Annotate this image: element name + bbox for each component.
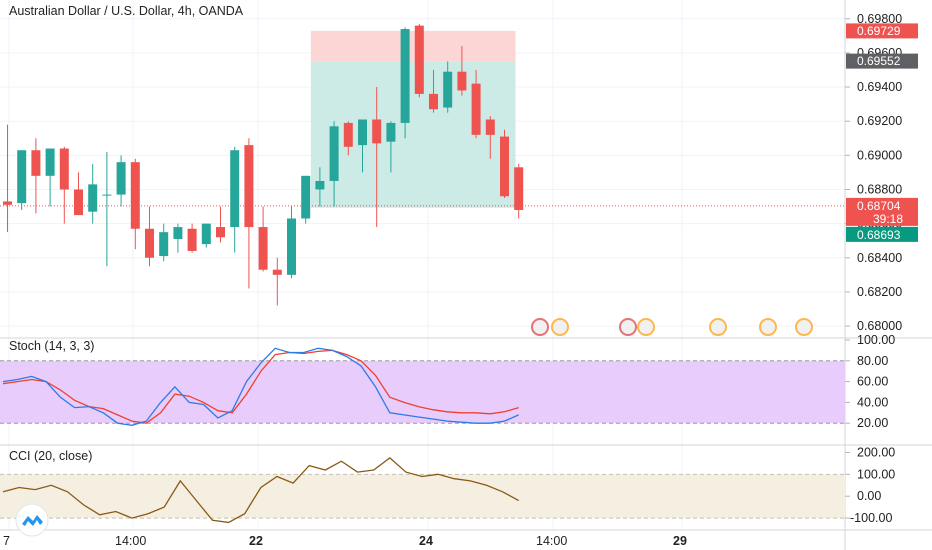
candle [386,121,396,173]
event-flag-icon[interactable] [759,318,777,336]
price-tick-label: 0.68200 [857,285,902,299]
svg-text:39:18: 39:18 [873,212,903,226]
svg-text:0.69729: 0.69729 [857,24,901,38]
candle [287,206,296,279]
candle [102,151,112,267]
candle [88,163,98,224]
target-price-tag: 0.68693 [846,226,918,242]
price-tick-label: 0.68000 [857,319,902,333]
candle [329,121,339,207]
cci-line [2,457,520,524]
candle [272,257,282,306]
stoch-k-line [2,347,519,426]
price-tick-label: 0.68800 [857,182,902,196]
candle [400,27,410,139]
candle [130,158,140,250]
candle [230,146,240,253]
event-flag-icon[interactable] [551,318,569,336]
event-flag-icon[interactable] [709,318,727,336]
event-flag-icon[interactable] [619,318,637,336]
candle [315,167,325,207]
event-flag-icon[interactable] [637,318,655,336]
stoch-tick-label: 20.00 [857,416,888,430]
take-profit-zone[interactable] [310,61,516,208]
cci-tick-label: 200.00 [857,445,895,459]
candle [3,124,12,233]
stoch-tick-label: 40.00 [857,395,888,409]
cci-tick-label: 100.00 [857,467,895,481]
event-flag-icon[interactable] [795,318,813,336]
entry-price-tag: 0.69552 [846,53,918,69]
candle [145,206,154,267]
candle [372,87,382,228]
candle [358,119,367,173]
stoch-tick-label: 100.00 [857,333,895,347]
candle [485,116,495,159]
stoch-band [0,360,845,424]
candle [457,46,467,96]
svg-text:0.69552: 0.69552 [857,54,901,68]
stoch-tick-label: 60.00 [857,375,888,389]
candle [74,172,83,216]
candle [500,129,509,199]
candlestick-series [3,23,524,306]
candle [216,206,225,243]
cci-band [0,474,845,519]
stop-price-tag: 0.69729 [846,23,918,39]
candle [201,223,211,248]
candle [343,121,353,156]
candle [414,23,424,98]
candle [514,163,524,219]
candle [187,223,197,253]
price-tick-label: 0.69200 [857,114,902,128]
candle [116,155,126,207]
tradingview-logo-icon[interactable] [15,503,49,537]
price-tick-label: 0.69000 [857,148,902,162]
candle [443,61,453,113]
last-price-tag: 0.68704 39:18 [846,197,918,226]
cci-legend[interactable]: CCI (20, close) [9,449,92,463]
candle [429,69,438,113]
price-tick-label: 0.69800 [857,12,902,26]
time-tick-label: 29 [673,534,687,548]
time-tick-label: 7 [3,534,10,548]
time-tick-label: 14:00 [115,534,146,548]
svg-text:0.68704: 0.68704 [857,199,901,213]
time-axis[interactable]: 7 14:00 22 24 14:00 29 [3,534,687,548]
candle [258,206,268,272]
candle [159,223,169,262]
svg-text:0.68693: 0.68693 [857,228,901,242]
candle [45,148,55,207]
candle [31,138,41,214]
chart-title: Australian Dollar / U.S. Dollar, 4h, OAN… [9,4,244,18]
time-tick-label: 24 [419,534,433,548]
time-tick-label: 14:00 [536,534,567,548]
event-flag-icon[interactable] [531,318,549,336]
candle [244,138,254,289]
price-tick-label: 0.69400 [857,80,902,94]
candle [59,146,69,224]
candle [301,175,311,224]
candle [17,150,27,210]
candle [471,69,481,139]
time-tick-label: 22 [249,534,263,548]
cci-tick-label: 0.00 [857,489,881,503]
economic-event-markers[interactable] [531,318,813,336]
cci-tick-label: -100.00 [850,511,892,525]
price-tick-label: 0.68400 [857,251,902,265]
stoch-tick-label: 80.00 [857,354,888,368]
cci-axis[interactable]: 200.00 100.00 0.00 -100.00 [845,445,895,525]
stoch-axis[interactable]: 100.00 80.00 60.00 40.00 20.00 [845,333,895,430]
stoch-legend[interactable]: Stoch (14, 3, 3) [9,339,94,353]
stop-loss-zone[interactable] [310,30,516,62]
candle [173,223,183,253]
